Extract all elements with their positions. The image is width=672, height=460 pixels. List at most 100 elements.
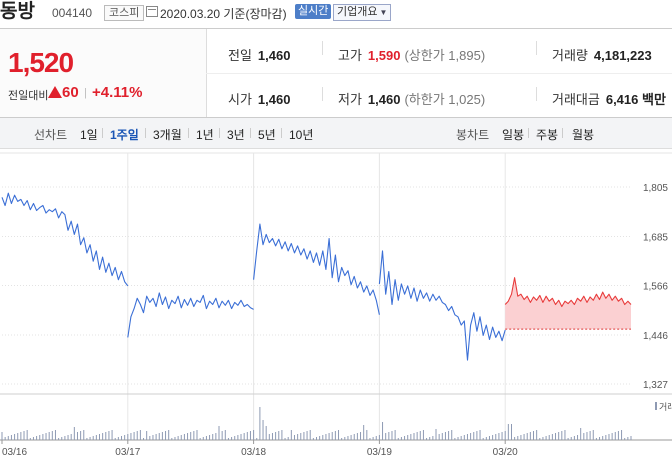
volume-bar <box>265 426 267 440</box>
volume-bar <box>26 430 28 440</box>
price-lines <box>1 192 632 361</box>
volume-bar <box>243 433 245 440</box>
volume-bar <box>155 434 157 440</box>
volume-bar <box>202 437 204 440</box>
volume-bar <box>334 431 336 440</box>
divider <box>102 128 103 138</box>
volume-bar <box>322 435 324 440</box>
volume-bar <box>400 437 402 440</box>
candle-option-monthly[interactable]: 월봉 <box>572 128 595 142</box>
volume-bar <box>136 431 138 440</box>
volume-value: 4,181,223 <box>593 48 652 63</box>
x-tick-label: 03/20 <box>493 447 518 458</box>
volume-bar <box>495 434 497 440</box>
volume-bar <box>353 434 355 440</box>
realtime-button[interactable]: 실시간 <box>295 4 332 19</box>
volume-bar <box>501 432 503 440</box>
volume-bar <box>39 435 41 440</box>
prev-close-label: 전일 <box>228 48 252 63</box>
divider <box>281 128 282 138</box>
company-overview-label: 기업개요 <box>337 6 378 18</box>
period-option-10y[interactable]: 10년 <box>289 128 314 142</box>
stock-code: 004140 <box>52 6 93 20</box>
candle-option-weekly[interactable]: 주봉 <box>536 128 559 142</box>
volume-legend-swatch <box>655 402 657 410</box>
company-overview-dropdown[interactable]: 기업개요 ▼ <box>333 4 392 21</box>
volume-bar <box>117 437 119 440</box>
candle-option-daily[interactable]: 일봉 <box>502 128 525 142</box>
volume-bar <box>212 434 214 440</box>
x-tick-label: 03/19 <box>367 447 392 458</box>
volume-bar <box>17 433 19 440</box>
volume-bar <box>278 431 280 440</box>
volume-bar <box>130 433 132 440</box>
volume-bar <box>463 435 465 440</box>
period-option-1d[interactable]: 1일 <box>80 128 98 142</box>
period-option-3y[interactable]: 3년 <box>227 128 245 142</box>
volume-bar <box>268 434 270 440</box>
volume-bar <box>76 432 78 440</box>
amount-cell: 거래대금 6,416 백만 <box>552 89 666 108</box>
volume-bar <box>234 436 236 440</box>
volume-bar <box>397 438 399 440</box>
volume-label: 거래량 <box>552 48 588 63</box>
volume-bar <box>448 431 450 440</box>
stock-header: 동방 004140 코스피 2020.03.20 기준(장마감) 실시간 기업개… <box>0 0 672 26</box>
volume-bar <box>473 432 475 440</box>
volume-bar <box>551 434 553 440</box>
volume-bar <box>561 431 563 440</box>
volume-bar <box>271 433 273 440</box>
volume-bar <box>58 438 60 440</box>
volume-bar <box>372 437 374 440</box>
divider <box>219 128 220 138</box>
volume-bar <box>382 422 384 440</box>
volume-bar <box>498 433 500 440</box>
market-badge: 코스피 <box>104 5 145 21</box>
x-tick-label: 03/18 <box>241 447 266 458</box>
volume-bar <box>187 433 189 440</box>
volume-bar <box>199 438 201 440</box>
volume-panel: 거래 <box>1 402 672 440</box>
volume-bar <box>287 437 289 440</box>
y-tick-label: 1,685 <box>643 232 668 243</box>
low-label: 저가 <box>338 92 362 107</box>
volume-bar <box>23 431 25 440</box>
volume-bar <box>165 431 167 440</box>
volume-bar <box>422 430 424 440</box>
up-triangle-icon <box>48 86 62 98</box>
volume-bar <box>391 431 393 440</box>
volume-bar <box>523 434 525 440</box>
volume-bar <box>608 434 610 440</box>
volume-bar <box>492 435 494 440</box>
period-option-5y[interactable]: 5년 <box>258 128 276 142</box>
period-option-3m[interactable]: 3개월 <box>153 128 182 142</box>
divider <box>145 128 146 138</box>
volume-bar <box>630 436 632 440</box>
volume-bar <box>127 434 129 440</box>
open-cell: 시가 1,460 <box>228 89 290 108</box>
period-option-1w[interactable]: 1주일 <box>110 128 139 142</box>
prev-close-cell: 전일 1,460 <box>228 45 290 64</box>
volume-bar <box>444 432 446 440</box>
volume-bar <box>504 431 506 440</box>
price-line-03-19 <box>378 250 506 361</box>
volume-bar <box>485 437 487 440</box>
upper-limit: (상한가 1,895) <box>404 48 486 63</box>
high-cell: 고가 1,590 (상한가 1,895) <box>338 45 485 64</box>
volume-bar <box>89 437 91 440</box>
period-option-1y[interactable]: 1년 <box>196 128 214 142</box>
volume-bar <box>193 431 195 440</box>
volume-bar <box>316 437 317 440</box>
volume-bar <box>555 433 557 440</box>
volume-bar <box>297 434 299 440</box>
volume-bar <box>221 431 223 440</box>
volume-bar <box>174 437 176 440</box>
volume-bar <box>438 434 440 440</box>
volume-bar <box>143 438 145 440</box>
volume-bar <box>369 438 371 440</box>
volume-bar <box>92 436 94 440</box>
volume-bar <box>328 433 330 440</box>
price-summary: 1,520 전일대비 60 | +4.11% 전일 1,460 고가 1,590 (상… <box>0 28 672 118</box>
volume-bar <box>51 431 53 440</box>
